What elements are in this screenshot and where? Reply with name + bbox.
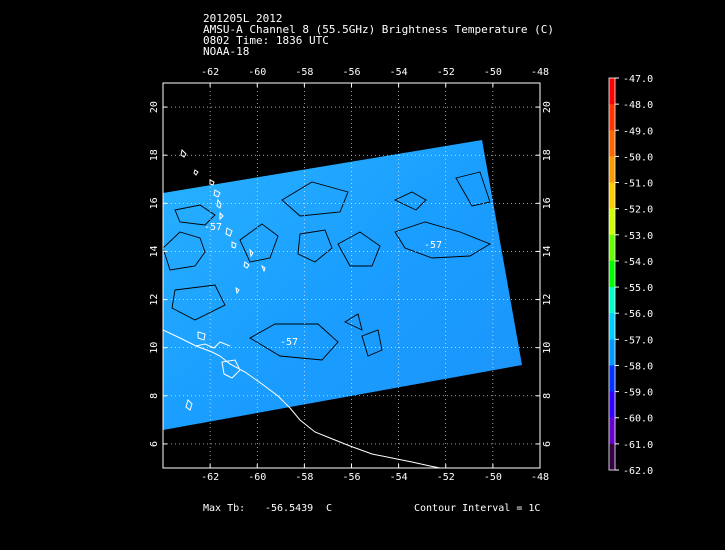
max-tb-value: -56.5439 bbox=[265, 503, 314, 514]
lat-tick-label-right: 18 bbox=[542, 149, 553, 161]
lon-tick-label-bottom: -48 bbox=[531, 472, 549, 483]
lon-tick-label-top: -56 bbox=[342, 67, 360, 78]
lon-tick-label-top: -60 bbox=[248, 67, 266, 78]
lat-tick-label-right: 10 bbox=[542, 342, 553, 354]
lat-tick-label-left: 12 bbox=[149, 294, 160, 306]
lon-tick-label-top: -54 bbox=[390, 67, 408, 78]
lat-tick-label-right: 6 bbox=[542, 441, 553, 447]
contour-interval: Contour Interval = 1C bbox=[414, 503, 541, 514]
title-line-1: 201205L 2012 bbox=[203, 12, 283, 25]
colorbar-segment bbox=[609, 208, 615, 236]
max-tb-unit: C bbox=[326, 503, 333, 514]
lat-tick-label-left: 20 bbox=[149, 101, 160, 113]
colorbar-segment bbox=[609, 104, 615, 131]
colorbar-segment bbox=[609, 287, 615, 314]
lat-tick-label-right: 20 bbox=[542, 101, 553, 113]
lon-tick-label-bottom: -60 bbox=[248, 472, 266, 483]
title-line-4: NOAA-18 bbox=[203, 45, 250, 58]
contour-label: -57 bbox=[424, 240, 442, 251]
colorbar-segment bbox=[609, 182, 615, 210]
colorbar-label: -51.0 bbox=[623, 179, 653, 190]
satellite-swath bbox=[163, 140, 522, 430]
lat-tick-label-right: 16 bbox=[542, 197, 553, 209]
lon-tick-label-bottom: -50 bbox=[484, 472, 502, 483]
colorbar-segment bbox=[609, 130, 615, 157]
colorbar-label: -60.0 bbox=[623, 414, 653, 425]
title-line-2: AMSU-A Channel 8 (55.5GHz) Brightness Te… bbox=[203, 23, 554, 36]
lon-tick-label-bottom: -54 bbox=[390, 472, 408, 483]
title-line-3: 0802 Time: 1836 UTC bbox=[203, 34, 329, 47]
lat-tick-label-left: 18 bbox=[149, 149, 160, 161]
colorbar-label: -58.0 bbox=[623, 361, 653, 372]
colorbar-segment bbox=[609, 78, 615, 105]
colorbar-label: -54.0 bbox=[623, 257, 653, 268]
colorbar-label: -49.0 bbox=[623, 126, 653, 137]
lat-tick-label-right: 8 bbox=[542, 393, 553, 399]
lon-tick-label-bottom: -52 bbox=[437, 472, 455, 483]
colorbar-segment bbox=[609, 234, 615, 262]
axis-ticks: -62 -62 -60 -60 -58 -58 -56 -56 -54 -54 -52 -52 -50 -… bbox=[149, 67, 553, 483]
lon-tick-label-top: -48 bbox=[531, 67, 549, 78]
colorbar-segment bbox=[609, 391, 615, 419]
lon-tick-label-top: -62 bbox=[201, 67, 219, 78]
colorbar-label: -55.0 bbox=[623, 283, 653, 294]
colorbar-segment bbox=[609, 260, 615, 288]
colorbar-segment bbox=[609, 365, 615, 393]
colorbar-label: -57.0 bbox=[623, 335, 653, 346]
colorbar: -47.0 -48.0 -49.0 -50.0 -51.0 -52.0 -53.0 -54.0… bbox=[608, 74, 653, 477]
contour-label: -57 bbox=[280, 337, 298, 348]
colorbar-label: -47.0 bbox=[623, 74, 653, 85]
colorbar-label: -56.0 bbox=[623, 309, 653, 320]
colorbar-segment bbox=[609, 339, 615, 366]
lon-tick-label-top: -58 bbox=[295, 67, 313, 78]
max-tb-label: Max Tb: bbox=[203, 503, 246, 514]
temperature-contours bbox=[163, 171, 492, 361]
lat-tick-label-right: 12 bbox=[542, 294, 553, 306]
lat-tick-label-left: 10 bbox=[149, 342, 160, 354]
colorbar-segment bbox=[609, 156, 615, 184]
colorbar-label: -48.0 bbox=[623, 100, 653, 111]
lon-tick-label-bottom: -56 bbox=[342, 472, 360, 483]
lon-tick-label-top: -50 bbox=[484, 67, 502, 78]
colorbar-segment bbox=[609, 417, 615, 445]
colorbar-segment bbox=[609, 313, 615, 340]
lon-tick-label-bottom: -62 bbox=[201, 472, 219, 483]
lon-tick-label-top: -52 bbox=[437, 67, 455, 78]
lon-tick-label-bottom: -58 bbox=[295, 472, 313, 483]
colorbar-label: -50.0 bbox=[623, 152, 653, 163]
lat-tick-label-right: 14 bbox=[542, 245, 553, 257]
colorbar-label: -52.0 bbox=[623, 205, 653, 216]
lat-tick-label-left: 8 bbox=[149, 393, 160, 399]
colorbar-label: -61.0 bbox=[623, 440, 653, 451]
lat-tick-label-left: 14 bbox=[149, 245, 160, 257]
contour-label: -57 bbox=[204, 222, 222, 233]
lat-tick-label-left: 6 bbox=[149, 441, 160, 447]
colorbar-label: -59.0 bbox=[623, 388, 653, 399]
lat-tick-label-left: 16 bbox=[149, 197, 160, 209]
grid bbox=[163, 83, 540, 468]
colorbar-segment bbox=[609, 443, 615, 471]
colorbar-label: -62.0 bbox=[623, 466, 653, 477]
colorbar-label: -53.0 bbox=[623, 231, 653, 242]
colorbar-frame bbox=[608, 77, 616, 471]
